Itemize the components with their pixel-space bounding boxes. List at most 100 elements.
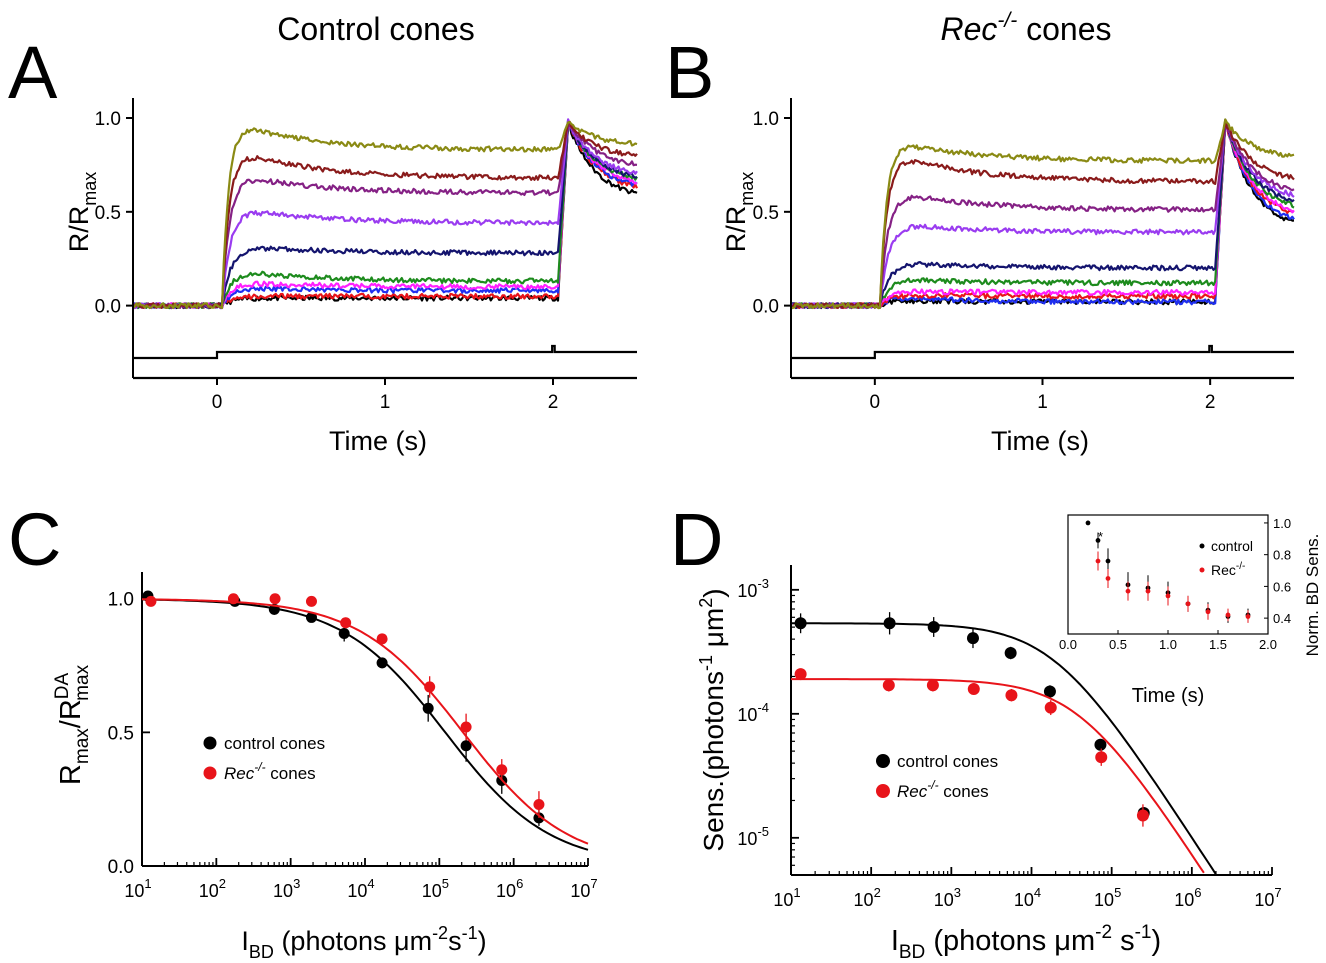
panel-d-point-control-3 bbox=[966, 632, 979, 645]
inset-point-rec-8 bbox=[1245, 614, 1251, 619]
panel-d-xlabel-close: ) bbox=[1152, 925, 1162, 957]
panel-d-ytick-label-0: 10-5 bbox=[737, 824, 769, 849]
panel-d-plot bbox=[791, 612, 1217, 875]
inset-ytick-label-2: 0.8 bbox=[1273, 548, 1291, 563]
panel-d-ylabel: Sens.(photons-1 μm2) bbox=[696, 588, 729, 851]
panel-d-xtick-label-2: 103 bbox=[934, 885, 961, 910]
panel-c-xtick-label-2: 103 bbox=[273, 876, 300, 901]
inset-point-rec-1 bbox=[1105, 576, 1111, 581]
panel-c-fit-control bbox=[141, 598, 589, 851]
panel-c-xlabel-rest: (photons μm bbox=[274, 926, 432, 956]
inset-xtick-label-4: 2.0 bbox=[1259, 637, 1277, 652]
panel-d-legend-marker-rec bbox=[876, 784, 890, 798]
panel-a: 0.0 0.5 1.0 0 1 2 Time (s) R/Rmax bbox=[64, 98, 638, 456]
panel-d-xlabel-sup2: -1 bbox=[1135, 922, 1152, 943]
panel-d-xlabel-sup1: -2 bbox=[1095, 922, 1112, 943]
inset-point-control-1 bbox=[1095, 537, 1101, 543]
panel-b-xlabel: Time (s) bbox=[991, 426, 1089, 456]
panel-d-xtick-label-0: 101 bbox=[773, 885, 800, 910]
panel-b-ytick-label-0: 0.0 bbox=[753, 297, 779, 318]
panel-d-xtick-label-3: 104 bbox=[1014, 885, 1041, 910]
panel-c-xlabel-sup2: -1 bbox=[462, 923, 478, 943]
panel-letter-a: A bbox=[8, 31, 58, 114]
panel-c-axes: 0.0 0.5 1.0 101 102 103 104 105 106 107 bbox=[108, 572, 598, 901]
panel-b-trace-magenta bbox=[790, 122, 1295, 309]
panel-a-title: Control cones bbox=[277, 11, 474, 47]
panel-d-point-control-6 bbox=[1094, 738, 1107, 751]
inset-annotation: * bbox=[1098, 529, 1103, 544]
panel-c-legend-marker-control bbox=[203, 736, 217, 750]
panel-d-ylabel-main: Sens.(photons bbox=[698, 671, 729, 852]
panel-b-trace-olive bbox=[791, 118, 1295, 310]
panel-b: 0.0 0.5 1.0 0 1 2 Time (s) R/Rmax bbox=[721, 98, 1295, 456]
panel-a-xlabel: Time (s) bbox=[329, 426, 427, 456]
inset-point-control-2 bbox=[1105, 558, 1111, 564]
panel-c-xlabel-rest2: s bbox=[448, 926, 462, 956]
inset-point-rec-7 bbox=[1225, 612, 1231, 618]
panel-a-ylabel-main: R/R bbox=[64, 206, 94, 253]
panel-c-legend-marker-rec bbox=[203, 766, 217, 780]
panel-d-point-rec-0 bbox=[794, 668, 807, 681]
panel-letter-c: C bbox=[8, 498, 61, 581]
panel-d-point-rec-2 bbox=[926, 679, 939, 692]
panel-c-point-rec-4 bbox=[340, 617, 352, 629]
panel-d-xlabel-rest2: s bbox=[1112, 925, 1135, 957]
panel-b-title-suffix: cones bbox=[1017, 11, 1111, 47]
panel-a-ytick-label-2: 1.0 bbox=[95, 109, 121, 130]
panel-c-ylabel: Rmax/RDAmax bbox=[52, 664, 93, 785]
panel-d-ylabel-sup1: -1 bbox=[696, 655, 716, 671]
panel-a-axes: 0.0 0.5 1.0 0 1 2 bbox=[95, 98, 637, 413]
panel-c-legend-rec-rest: cones bbox=[266, 764, 316, 783]
inset-xlabel: Time (s) bbox=[1132, 685, 1205, 707]
inset-axes: 0.0 0.5 1.0 1.5 2.0 0.4 0.6 0.8 1.0 bbox=[1059, 514, 1291, 652]
inset-point-rec-5 bbox=[1185, 601, 1191, 607]
inset-xtick-label-2: 1.0 bbox=[1159, 637, 1177, 652]
panel-d-legend-label-rec: Rec-/- cones bbox=[897, 778, 989, 801]
panel-d-legend-rec-rest: cones bbox=[939, 782, 989, 801]
inset-legend-rec-main: Rec bbox=[1211, 562, 1236, 578]
panel-d-legend-rec-super: -/- bbox=[927, 778, 938, 792]
panel-a-trace-maroon bbox=[132, 120, 638, 309]
panel-c-xtick-label-3: 104 bbox=[347, 876, 374, 901]
panel-d-point-control-5 bbox=[1043, 685, 1056, 698]
panel-a-trace-purple bbox=[132, 122, 638, 310]
panel-d-xlabel-sub: BD bbox=[899, 942, 925, 963]
panel-c-plot bbox=[141, 590, 589, 851]
panel-c-legend-rec-italic: Rec bbox=[224, 764, 255, 783]
panel-c-xlabel-main: I bbox=[241, 926, 249, 956]
panel-c-point-rec-7 bbox=[460, 721, 472, 733]
panel-b-xtick-label-1: 1 bbox=[1037, 392, 1048, 413]
panel-b-ylabel-sub: max bbox=[737, 172, 757, 206]
panel-b-trace-maroon bbox=[790, 118, 1295, 309]
inset-xtick-label-1: 0.5 bbox=[1109, 637, 1127, 652]
panel-d-ytick-label-1: 10-4 bbox=[737, 700, 769, 725]
panel-d-point-rec-6 bbox=[1095, 751, 1108, 764]
panel-c-point-rec-1 bbox=[227, 593, 239, 605]
panel-d-point-control-4 bbox=[1004, 647, 1017, 660]
panel-d: 10-5 10-4 10-3 101 102 103 104 105 106 107 IBD (p… bbox=[696, 514, 1322, 963]
panel-c-ytick-label-1: 0.5 bbox=[108, 723, 134, 744]
panel-b-title-super: -/- bbox=[997, 9, 1017, 32]
panel-c-ytick-label-0: 0.0 bbox=[108, 857, 134, 878]
inset-ytick-label-1: 0.6 bbox=[1273, 579, 1291, 594]
inset-legend: control Rec-/- bbox=[1199, 538, 1253, 578]
panel-c-xtick-label-6: 107 bbox=[570, 876, 597, 901]
panel-d-point-control-2 bbox=[927, 621, 940, 633]
panel-a-traces bbox=[131, 118, 638, 310]
panel-b-stimulus-trace bbox=[791, 344, 1294, 360]
panel-c-xlabel-sup1: -2 bbox=[432, 923, 448, 943]
inset-ytick-label-3: 1.0 bbox=[1273, 516, 1291, 531]
panel-b-xtick-label-0: 0 bbox=[870, 392, 881, 413]
inset-point-rec-2 bbox=[1125, 588, 1131, 594]
panel-c-point-rec-6 bbox=[424, 681, 436, 693]
inset-point-control-0 bbox=[1085, 520, 1091, 526]
panel-d-ylabel-close: ) bbox=[698, 588, 729, 597]
inset-xtick-label-0: 0.0 bbox=[1059, 637, 1077, 652]
panel-a-ylabel: R/Rmax bbox=[64, 172, 100, 253]
panel-c-xlabel: IBD (photons μm-2s-1) bbox=[241, 923, 486, 962]
panel-c: 0.0 0.5 1.0 101 102 103 104 105 106 107 IBD (phot… bbox=[52, 572, 598, 962]
panel-c-ylabel-main: R bbox=[55, 764, 87, 785]
panel-d-axes: 10-5 10-4 10-3 101 102 103 104 105 106 107 bbox=[737, 565, 1282, 910]
panel-a-ytick-label-1: 0.5 bbox=[95, 203, 121, 224]
